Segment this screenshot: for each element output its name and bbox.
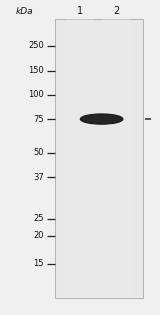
- FancyBboxPatch shape: [55, 19, 143, 298]
- Text: 75: 75: [33, 115, 44, 123]
- Text: kDa: kDa: [16, 7, 34, 15]
- Text: 15: 15: [33, 260, 44, 268]
- Text: 50: 50: [33, 148, 44, 157]
- FancyBboxPatch shape: [66, 19, 94, 298]
- FancyBboxPatch shape: [102, 19, 131, 298]
- Text: 25: 25: [33, 215, 44, 223]
- Text: 2: 2: [114, 6, 120, 16]
- Text: 20: 20: [33, 231, 44, 240]
- Text: 37: 37: [33, 173, 44, 182]
- Text: 1: 1: [77, 6, 83, 16]
- Ellipse shape: [80, 114, 123, 124]
- Text: 250: 250: [28, 41, 44, 50]
- Text: 150: 150: [28, 66, 44, 75]
- Text: 100: 100: [28, 90, 44, 99]
